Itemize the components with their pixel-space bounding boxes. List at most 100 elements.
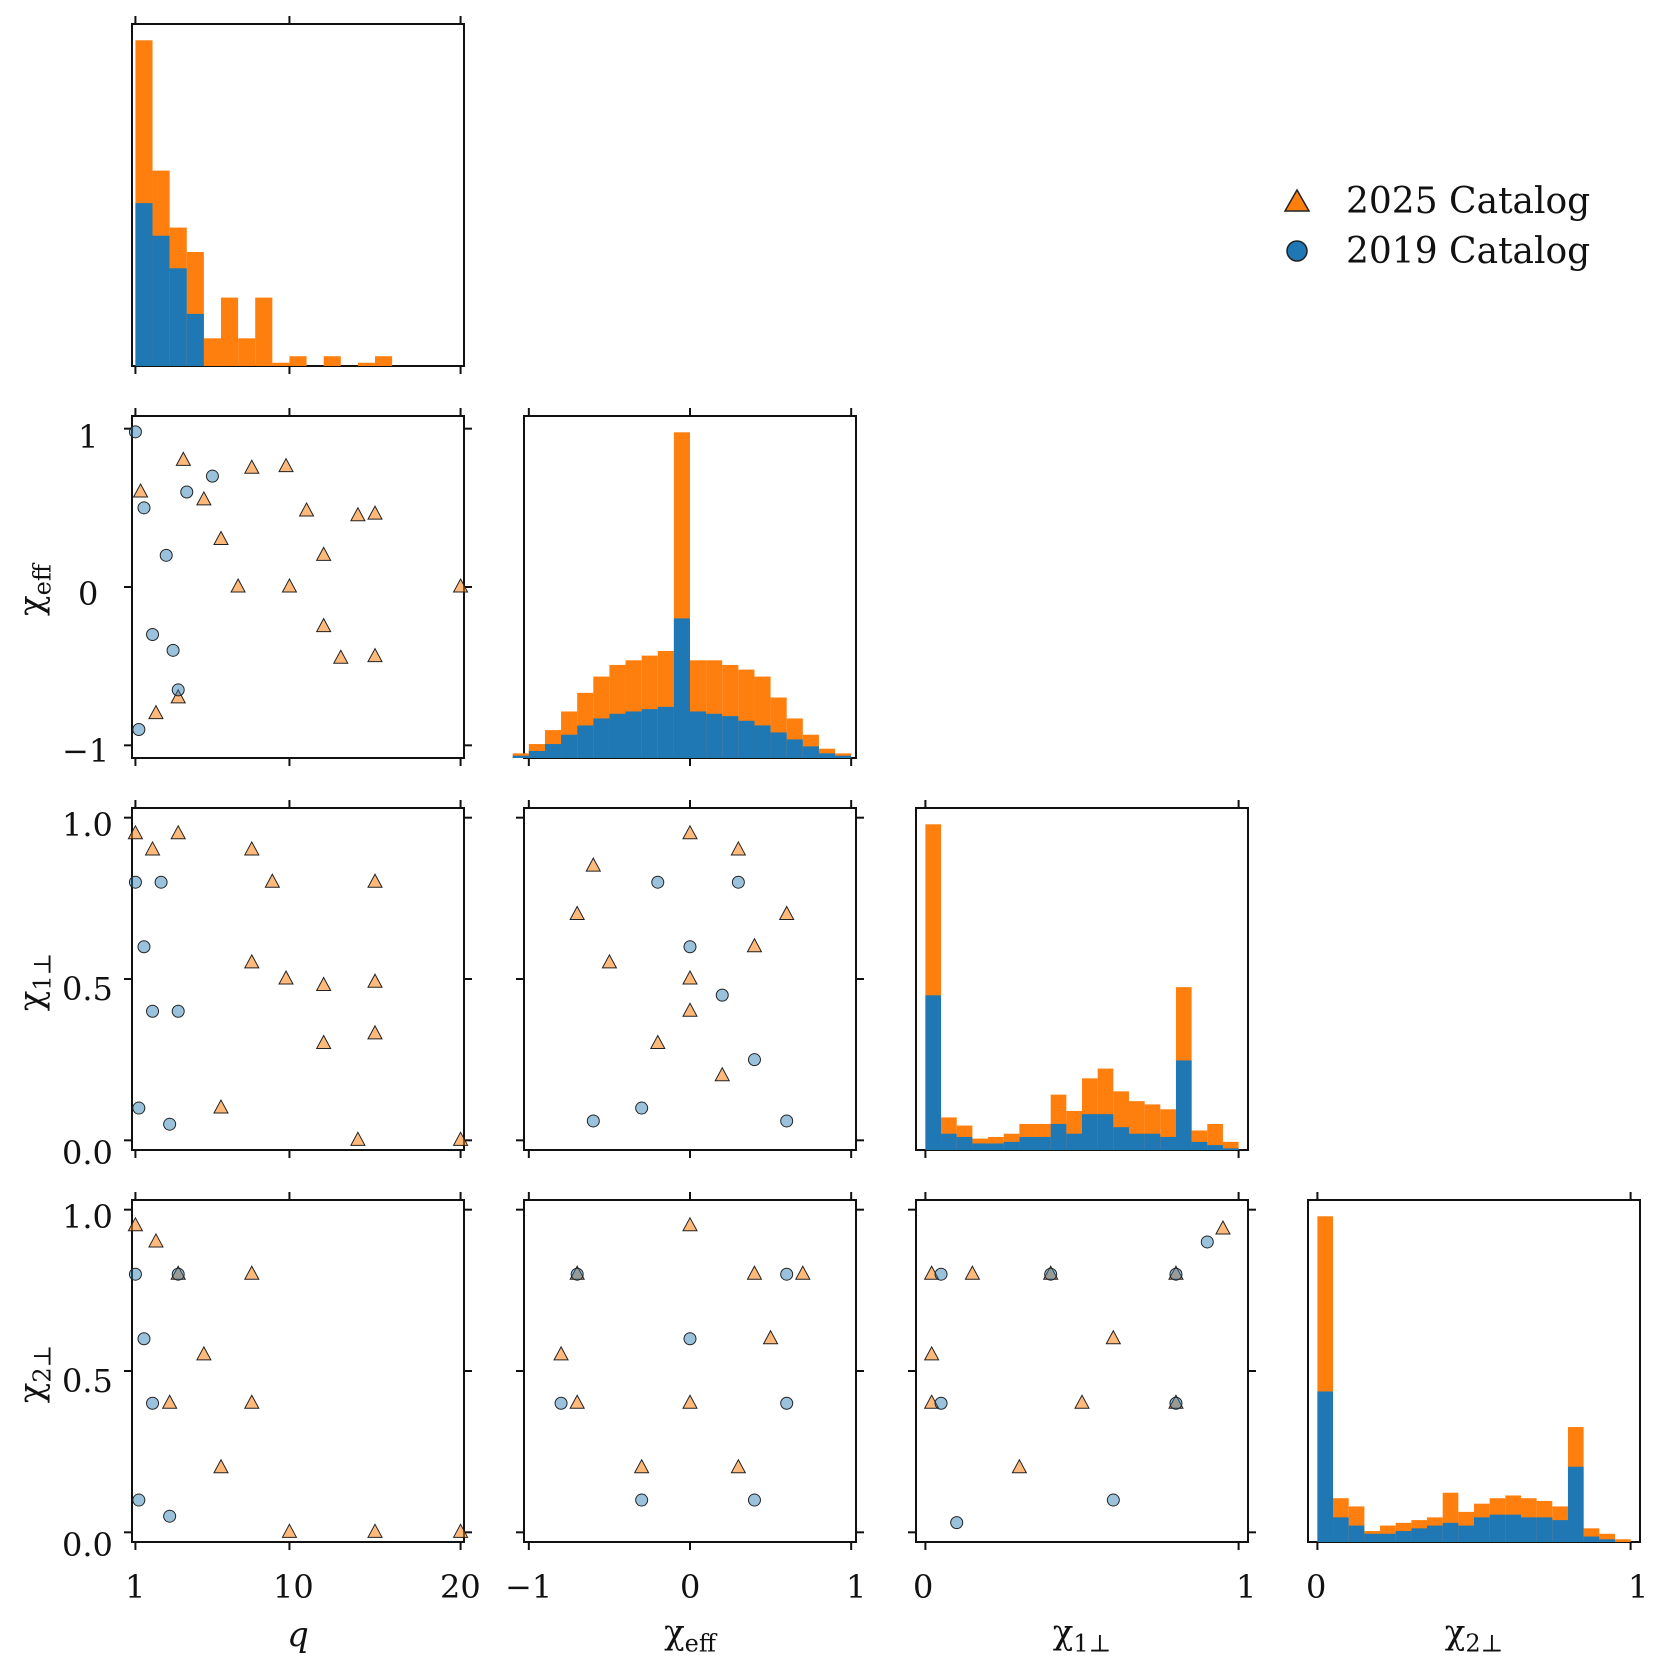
point-2025 <box>170 824 187 840</box>
point-2019 <box>1169 1267 1183 1281</box>
point-2019 <box>180 485 194 499</box>
chi-symbol: χ <box>1052 1612 1074 1653</box>
y-axis-label-chi-eff: χeff <box>12 564 57 616</box>
hist-bar-2025 <box>1222 1141 1239 1150</box>
point-2025 <box>569 905 586 920</box>
hist-bar-2019 <box>802 746 819 758</box>
legend-item-2025: 2025 Catalog <box>1282 176 1590 226</box>
chi-symbol: χ <box>11 595 52 616</box>
point-2019 <box>635 1493 649 1507</box>
point-2025 <box>243 1394 260 1409</box>
x-tick-chi2-1: 1 <box>1628 1568 1649 1606</box>
x-axis-label-q: q <box>287 1615 309 1655</box>
x-tick-q-20: 20 <box>440 1568 481 1606</box>
hist-bar-2019 <box>925 995 942 1150</box>
hist-bar-2019 <box>1505 1514 1521 1542</box>
hist-bar-2025 <box>323 356 341 366</box>
point-2025 <box>553 1345 569 1361</box>
x-tick-chi1-1: 1 <box>1236 1568 1257 1606</box>
x-axis-label-chi-eff: χeff <box>664 1613 716 1658</box>
hist-bar-2019 <box>1082 1114 1098 1150</box>
hist-bar-2019 <box>1536 1517 1553 1542</box>
hist-bar-2019 <box>561 734 578 758</box>
hist-bar-2025 <box>203 338 221 366</box>
point-2025 <box>682 1394 698 1409</box>
hist-bar-2019 <box>754 725 771 758</box>
y-axis-label-chi2: χ2⊥ <box>12 1345 57 1403</box>
scatter-5-frame <box>131 807 465 1151</box>
x-tick-chi1-0: 0 <box>913 1568 934 1606</box>
hist-bar-2019 <box>657 706 674 758</box>
point-2025 <box>213 530 229 545</box>
point-2025 <box>161 1394 178 1409</box>
point-2025 <box>1215 1219 1231 1235</box>
hist-bar-2019 <box>1442 1522 1459 1542</box>
hist-bar-2019 <box>1583 1536 1600 1542</box>
hist-bar-2019 <box>956 1136 973 1150</box>
hist-bar-2019 <box>1520 1517 1537 1542</box>
hist-bar-2019 <box>1050 1123 1067 1150</box>
chi2-hist-frame <box>1307 1199 1641 1543</box>
point-2019 <box>1169 1396 1183 1410</box>
point-2019 <box>171 1004 185 1018</box>
hist-bar-2019 <box>706 713 723 758</box>
point-2025 <box>778 905 795 920</box>
panels-layer <box>124 16 1641 1550</box>
hist-bar-2025 <box>238 338 256 366</box>
hist-bar-2019 <box>738 720 755 758</box>
point-2019 <box>146 628 160 641</box>
hist-bar-2019 <box>625 711 642 758</box>
triangle-marker-icon <box>1283 188 1311 212</box>
point-2019 <box>747 1053 761 1067</box>
point-2019 <box>128 875 142 889</box>
point-2025 <box>452 1523 469 1538</box>
point-2019 <box>171 1267 185 1281</box>
point-2025 <box>175 451 192 466</box>
point-2019 <box>934 1396 948 1410</box>
point-2019 <box>780 1396 794 1410</box>
hist-bar-2025 <box>289 356 307 366</box>
point-2025 <box>367 973 383 988</box>
point-2019 <box>171 683 185 697</box>
point-2025 <box>213 1099 229 1114</box>
hist-bar-2019 <box>1113 1127 1129 1150</box>
hist-bar-2019 <box>152 235 170 366</box>
hist-bar-2019 <box>1380 1533 1396 1542</box>
point-2025 <box>281 1523 298 1538</box>
point-2025 <box>315 1034 332 1050</box>
point-2025 <box>1042 1265 1059 1280</box>
chi2-subscript: 2⊥ <box>1465 1629 1504 1658</box>
hist-bar-2019 <box>1191 1141 1208 1150</box>
point-2019 <box>205 469 219 483</box>
hist-bar-2019 <box>673 618 690 758</box>
scatter-7-frame <box>131 1199 465 1543</box>
point-2025 <box>243 953 260 969</box>
point-2025 <box>601 953 618 969</box>
point-2019 <box>683 940 697 954</box>
point-2025 <box>281 577 298 593</box>
hist-bar-2019 <box>609 713 626 758</box>
hist-bar-2019 <box>1128 1133 1145 1150</box>
hist-bar-2019 <box>135 203 153 366</box>
point-2025 <box>714 1066 731 1082</box>
point-2025 <box>148 1232 164 1248</box>
hist-bar-2025 <box>1614 1539 1631 1542</box>
legend-label-2019: 2019 Catalog <box>1346 230 1591 272</box>
y-tick-chi2-top: 1.0 <box>62 1198 113 1236</box>
hist-bar-2019 <box>1003 1141 1020 1150</box>
point-2019 <box>146 1004 160 1018</box>
point-2025 <box>278 969 294 985</box>
hist-bar-2019 <box>1175 1060 1192 1150</box>
point-2025 <box>923 1345 940 1361</box>
hist-bar-2019 <box>690 711 707 758</box>
point-2019 <box>137 940 151 954</box>
point-2025 <box>243 1265 260 1280</box>
hist-bar-2019 <box>1207 1145 1223 1150</box>
point-2025 <box>315 617 332 633</box>
hist-bar-2019 <box>722 716 739 758</box>
hist-bar-2019 <box>593 718 610 758</box>
x-tick-q-10: 10 <box>273 1568 314 1606</box>
y-axis-label-chi1: χ1⊥ <box>12 953 57 1011</box>
point-2025 <box>569 1394 586 1409</box>
point-2019 <box>166 643 180 657</box>
